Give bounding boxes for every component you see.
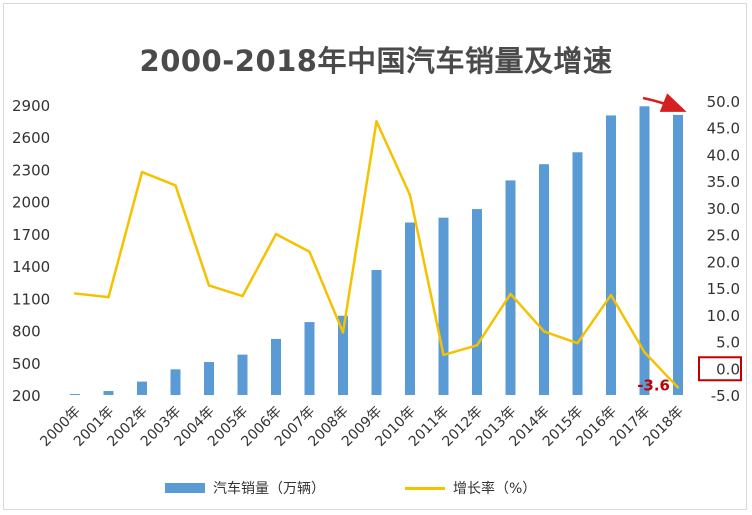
growth-point	[174, 184, 177, 187]
y-left-tick-label: 2600	[12, 129, 50, 147]
growth-point	[241, 294, 244, 298]
growth-point	[509, 292, 512, 296]
y-left-tick-label: 800	[12, 323, 41, 341]
growth-point	[542, 330, 546, 333]
y-left-tick-label: 1700	[12, 226, 50, 244]
y-left-tick-label: 500	[12, 355, 41, 373]
growth-point	[475, 344, 479, 347]
legend-item-growth: 增长率（%）	[405, 478, 536, 498]
y-left-tick-label: 200	[12, 387, 41, 405]
y-left-tick-label: 2000	[12, 194, 50, 212]
growth-point	[308, 250, 311, 253]
bar	[204, 362, 214, 395]
growth-point	[408, 193, 412, 197]
bar	[170, 369, 181, 395]
growth-point	[375, 120, 378, 123]
bar	[405, 222, 415, 395]
y-right-tick-label: 0.0	[716, 360, 740, 378]
bar	[539, 164, 549, 395]
bar	[472, 209, 482, 395]
growth-point	[442, 353, 445, 357]
growth-point	[676, 386, 680, 389]
y-left-tick-label: 2900	[12, 97, 50, 115]
growth-point	[643, 351, 646, 354]
bar	[137, 381, 147, 395]
y-left-tick-label: 1400	[12, 258, 50, 276]
y-right-tick-label: 20.0	[707, 253, 740, 271]
legend-item-sales: 汽车销量（万辆）	[165, 478, 325, 498]
chart-title: 2000-2018年中国汽车销量及增速	[139, 44, 613, 78]
legend: 汽车销量（万辆） 增长率（%）	[0, 478, 752, 502]
y-left-tick-label: 1100	[12, 290, 50, 308]
growth-point	[576, 341, 579, 345]
y-right-tick-label: 25.0	[707, 227, 740, 245]
bar	[371, 269, 382, 395]
growth-point	[274, 232, 278, 236]
y-right-tick-label: 10.0	[707, 307, 740, 325]
legend-label-growth: 增长率（%）	[453, 481, 537, 497]
data-label-last: -3.6	[637, 377, 670, 395]
y-right-tick-label: 15.0	[707, 280, 740, 298]
highlight-box	[698, 356, 742, 382]
bar	[338, 315, 348, 395]
y-right-tick-label: 35.0	[707, 173, 740, 191]
growth-point	[73, 292, 77, 295]
growth-point	[107, 295, 110, 299]
growth-point	[207, 284, 211, 287]
arrow-annotation	[642, 93, 687, 112]
bar	[271, 338, 281, 395]
y-left-tick-label: 2300	[12, 161, 50, 179]
bar	[438, 217, 449, 395]
y-right-tick-label: 40.0	[707, 146, 740, 164]
y-right-tick-label: 30.0	[707, 200, 740, 218]
y-right-tick-label: 50.0	[707, 93, 740, 111]
bar	[103, 391, 114, 395]
y-right-tick-label: 45.0	[707, 120, 740, 138]
bar	[673, 114, 683, 396]
bar	[237, 354, 248, 395]
legend-swatch-bar	[165, 483, 205, 493]
growth-point	[341, 331, 345, 334]
bar	[505, 180, 516, 395]
legend-label-sales: 汽车销量（万辆）	[213, 481, 325, 497]
bar	[639, 106, 650, 396]
bar	[70, 394, 80, 395]
legend-swatch-line	[405, 486, 445, 490]
y-right-tick-label: 5.0	[716, 334, 740, 352]
y-right-tick-label: -5.0	[711, 387, 740, 405]
bar	[572, 152, 583, 395]
bar	[606, 115, 616, 395]
growth-point	[609, 293, 613, 297]
bar	[304, 322, 315, 395]
growth-point	[140, 170, 144, 174]
